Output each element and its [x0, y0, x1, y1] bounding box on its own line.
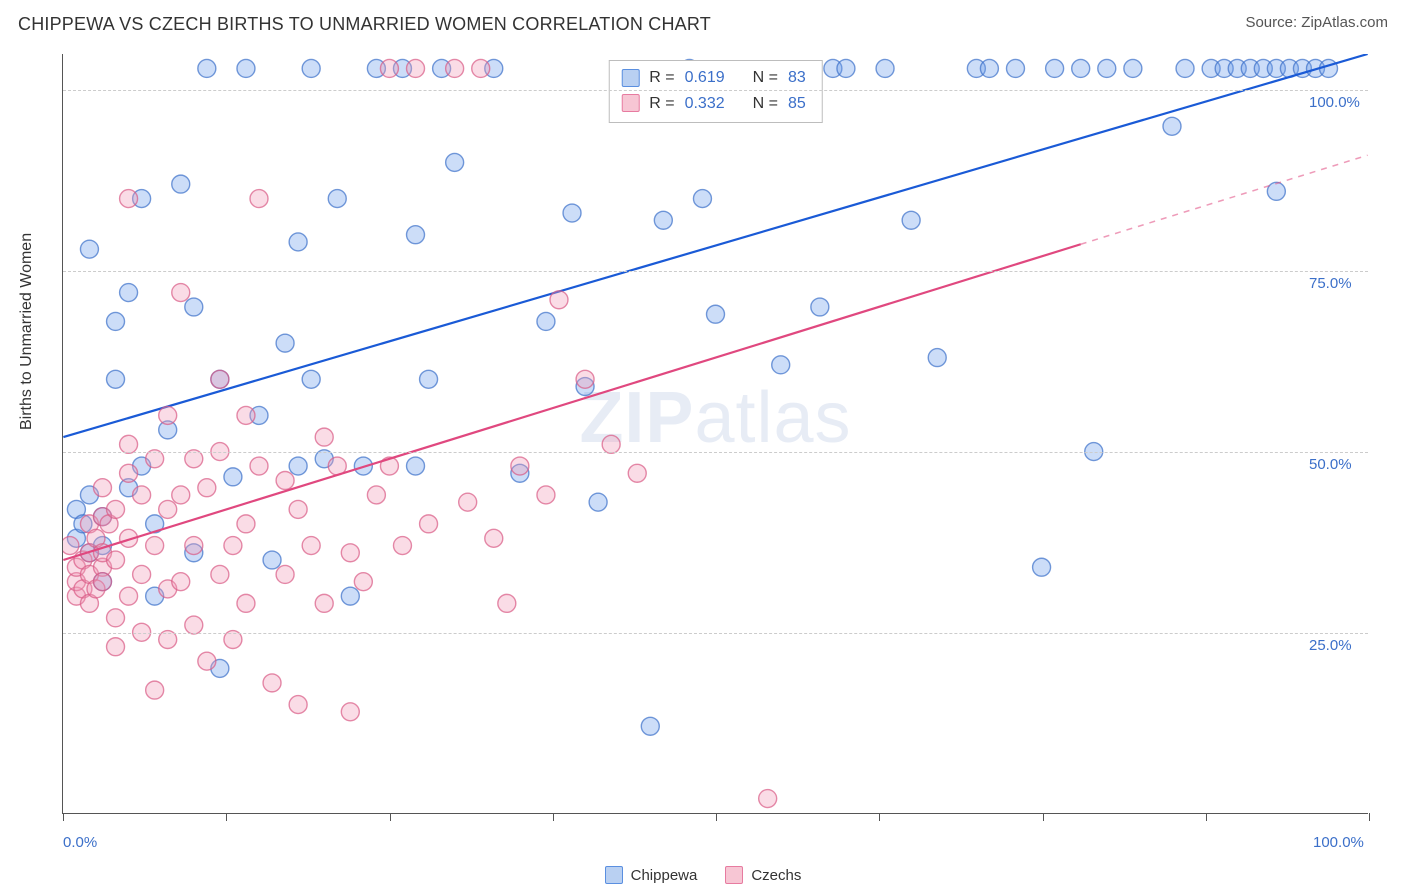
y-tick-label: 100.0% [1309, 94, 1360, 111]
source-label: Source: ZipAtlas.com [1245, 14, 1388, 31]
y-axis-label: Births to Unmarried Women [18, 233, 36, 430]
legend-item-czechs: Czechs [725, 866, 801, 884]
legend-stats-row: R = 0.619 N = 83 [621, 65, 806, 91]
legend-label: Chippewa [631, 867, 698, 884]
y-tick-label: 50.0% [1309, 456, 1352, 473]
y-tick-label: 75.0% [1309, 275, 1352, 292]
plot-area: ZIPatlas R = 0.619 N = 83 R = 0.332 N = … [62, 54, 1368, 814]
legend-swatch [605, 866, 623, 884]
chart-svg [63, 54, 1368, 813]
legend-label: Czechs [751, 867, 801, 884]
legend-stats-row: R = 0.332 N = 85 [621, 91, 806, 117]
legend-item-chippewa: Chippewa [605, 866, 698, 884]
legend-swatch [725, 866, 743, 884]
legend-bottom: Chippewa Czechs [0, 866, 1406, 884]
legend-swatch [621, 69, 639, 87]
legend-stats-box: R = 0.619 N = 83 R = 0.332 N = 85 [608, 60, 823, 123]
x-tick-label: 0.0% [63, 834, 97, 851]
legend-swatch [621, 94, 639, 112]
header: CHIPPEWA VS CZECH BIRTHS TO UNMARRIED WO… [18, 14, 1388, 35]
x-tick-label: 100.0% [1313, 834, 1364, 851]
chart-title: CHIPPEWA VS CZECH BIRTHS TO UNMARRIED WO… [18, 14, 711, 35]
y-tick-label: 25.0% [1309, 637, 1352, 654]
